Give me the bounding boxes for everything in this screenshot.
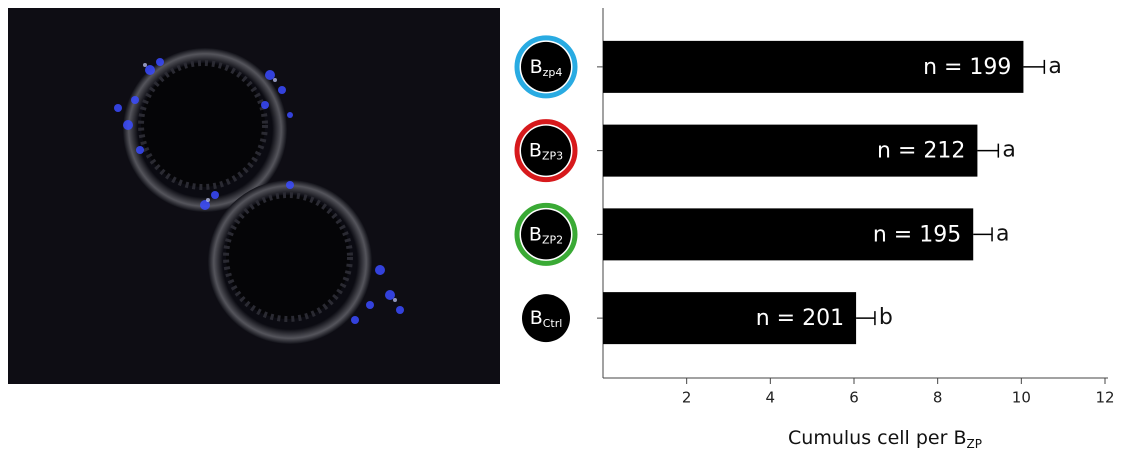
category-sub: ZP2 — [542, 233, 563, 246]
x-axis-label: Cumulus cell per BZP — [788, 427, 982, 451]
category-sub: zp4 — [543, 66, 563, 79]
micrograph — [8, 8, 500, 384]
bar-label: n = 199 — [923, 55, 1011, 80]
category-base: B — [529, 139, 542, 161]
page: Cumulus cell per BZP 2 4 6 8 10 12 Bzp4 n = 199… — [0, 0, 1123, 454]
x-axis-label-text: Cumulus cell per B — [788, 427, 967, 449]
x-tick-label: 4 — [766, 389, 776, 407]
category-badge: BCtrl — [522, 294, 570, 342]
error-bar — [856, 311, 875, 325]
category-badge: Bzp4 — [517, 38, 575, 96]
category-badge: BZP2 — [517, 205, 575, 263]
x-tick-label: 12 — [1095, 389, 1114, 407]
x-tick-label: 2 — [682, 389, 692, 407]
bar-label: n = 201 — [756, 306, 844, 331]
x-axis-label-sub: ZP — [967, 437, 982, 451]
category-sub: Ctrl — [543, 317, 563, 330]
category-base: B — [530, 55, 543, 77]
x-tick-label: 6 — [849, 389, 859, 407]
category-base: B — [529, 223, 542, 245]
x-tick-label: 10 — [1012, 389, 1031, 407]
x-tick-label: 8 — [933, 389, 943, 407]
figure: Cumulus cell per BZP 2 4 6 8 10 12 Bzp4 n = 199… — [0, 0, 1123, 454]
significance-letter: b — [879, 305, 893, 330]
error-bar — [1023, 60, 1044, 74]
category-badge: BZP3 — [517, 122, 575, 180]
error-bar — [977, 144, 998, 158]
error-bar — [973, 227, 992, 241]
category-base: B — [530, 307, 543, 329]
bar-label: n = 212 — [877, 139, 965, 164]
bar-label: n = 195 — [873, 222, 961, 247]
significance-letter: a — [1002, 138, 1015, 163]
significance-letter: a — [1048, 54, 1061, 79]
category-sub: ZP3 — [542, 150, 563, 163]
significance-letter: a — [996, 221, 1009, 246]
